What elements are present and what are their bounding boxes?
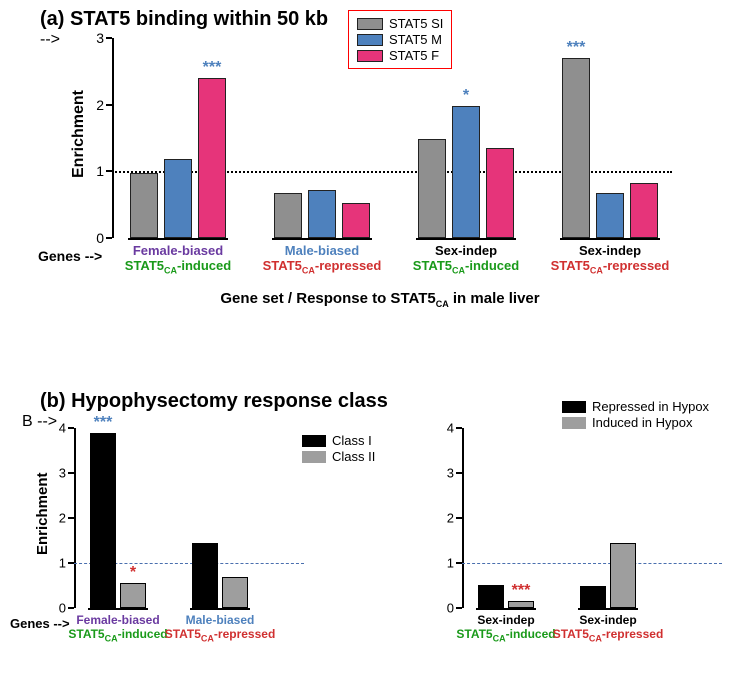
ytick-label: 3: [46, 466, 66, 481]
ytick-label: 1: [434, 556, 454, 571]
significance-marker: ***: [194, 60, 230, 76]
category-label: Female-biasedSTAT5CA-induced: [106, 244, 250, 276]
bar: [580, 586, 606, 609]
bar: [274, 193, 302, 238]
bar: [192, 543, 218, 608]
bar: [452, 106, 480, 238]
ytick-label: 3: [434, 466, 454, 481]
legend-item-repressed: Repressed in Hypox: [562, 399, 709, 414]
legend-label-si: STAT5 SI: [389, 16, 443, 31]
swatch-class2: [302, 451, 326, 463]
ytick-label: 1: [46, 556, 66, 571]
panel-b: (b) Hypophysectomy response class Enrich…: [22, 390, 732, 680]
bar: [164, 159, 192, 238]
category-label: Sex-indepSTAT5CA-repressed: [538, 244, 682, 276]
panel-b-subplot-2: 01234***Sex-indepSTAT5CA-inducedSex-inde…: [462, 428, 722, 608]
ytick-label: 2: [46, 511, 66, 526]
bar: [90, 433, 116, 609]
swatch-class1: [302, 435, 326, 447]
ytick-label: 3: [84, 30, 104, 46]
legend-item-class2: Class II: [302, 449, 375, 464]
legend-label-class1: Class I: [332, 433, 372, 448]
panel-a-genes-arrow: Genes -->: [38, 248, 102, 264]
bar: [130, 173, 158, 238]
bar: [562, 58, 590, 238]
legend-label-class2: Class II: [332, 449, 375, 464]
legend-label-repressed: Repressed in Hypox: [592, 399, 709, 414]
swatch-si: [357, 18, 383, 30]
panel-b-legend-1: Class I Class II: [302, 432, 375, 465]
panel-a-ylabel: Enrichment: [70, 90, 88, 178]
bar: [418, 139, 446, 238]
significance-marker: *: [448, 88, 484, 104]
ytick-label: 0: [84, 230, 104, 246]
category-label: Male-biasedSTAT5CA-repressed: [250, 244, 394, 276]
panel-b-subplot-1: 01234****Female-biasedSTAT5CA-inducedMal…: [74, 428, 284, 608]
significance-marker: ***: [86, 415, 120, 431]
significance-marker: ***: [504, 583, 538, 599]
ytick-label: 4: [46, 421, 66, 436]
category-label: Male-biasedSTAT5CA-repressed: [158, 614, 282, 644]
category-label: Sex-indepSTAT5CA-repressed: [546, 614, 670, 644]
swatch-repressed: [562, 401, 586, 413]
panel-a-xlabel: Gene set / Response to STAT5CA in male l…: [160, 290, 600, 309]
significance-marker: ***: [558, 40, 594, 56]
panel-b-genes-arrow: Genes -->: [10, 616, 70, 631]
bar: [610, 543, 636, 608]
panel-b-legend-2: Repressed in Hypox Induced in Hypox: [562, 398, 709, 431]
bar: [630, 183, 658, 238]
legend-item-si: STAT5 SI: [357, 16, 443, 31]
bar: [120, 583, 146, 608]
panel-a-plot: 0123***Female-biasedSTAT5CA-inducedMale-…: [112, 38, 672, 238]
bar: [508, 601, 534, 608]
bar: [596, 193, 624, 238]
ytick-label: 2: [434, 511, 454, 526]
bar: [342, 203, 370, 238]
legend-item-class1: Class I: [302, 433, 375, 448]
bar: [478, 585, 504, 608]
panel-a: (a) STAT5 binding within 50 kb STAT5 SI …: [40, 8, 720, 328]
figure-page: (a) STAT5 binding within 50 kb STAT5 SI …: [0, 0, 750, 694]
category-label: Sex-indepSTAT5CA-induced: [394, 244, 538, 276]
legend-label-induced: Induced in Hypox: [592, 415, 692, 430]
bar: [198, 78, 226, 238]
legend-item-induced: Induced in Hypox: [562, 415, 709, 430]
ytick-label: 4: [434, 421, 454, 436]
bar: [222, 577, 248, 609]
swatch-induced: [562, 417, 586, 429]
significance-marker: *: [116, 565, 150, 581]
bar: [308, 190, 336, 238]
bar: [486, 148, 514, 238]
